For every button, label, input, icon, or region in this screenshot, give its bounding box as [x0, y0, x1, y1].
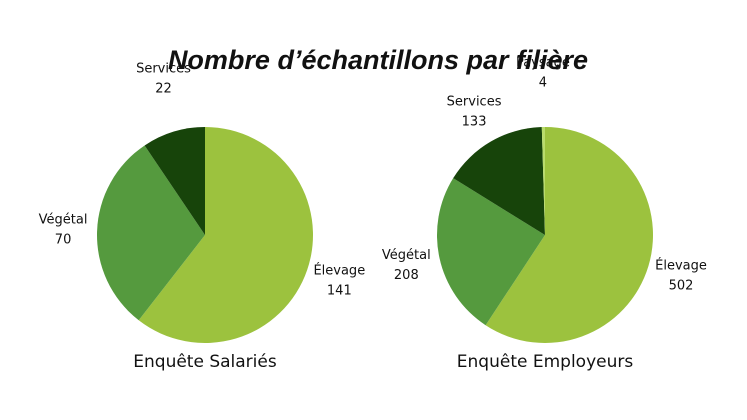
pie-slice [437, 178, 545, 326]
pie-slice [138, 127, 313, 343]
pie-title: Enquête Salariés [133, 352, 277, 372]
slice-value: 502 [669, 278, 694, 293]
slice-value: 141 [327, 284, 352, 299]
slice-value: 208 [394, 268, 419, 283]
pie-slice [485, 127, 653, 343]
pie-slice [453, 127, 545, 235]
slice-label: Services [447, 94, 502, 109]
slice-label: Élevage [313, 263, 365, 279]
slice-label: Végétal [382, 248, 431, 263]
slice-label: Végétal [39, 213, 88, 228]
slice-label: Élevage [655, 257, 707, 273]
pie-slice [144, 127, 205, 235]
slice-value: 22 [155, 82, 172, 97]
slice-value: 133 [462, 114, 487, 129]
pie-slice [541, 127, 545, 235]
pie-title: Enquête Employeurs [457, 352, 634, 372]
slice-value: 70 [55, 233, 72, 248]
slice-label: Services [136, 62, 191, 77]
chart-title: Nombre d’échantillons par filière [168, 45, 588, 75]
pie-slice [96, 145, 205, 321]
slice-label: Paysage [516, 56, 570, 71]
slice-value: 4 [539, 76, 547, 91]
